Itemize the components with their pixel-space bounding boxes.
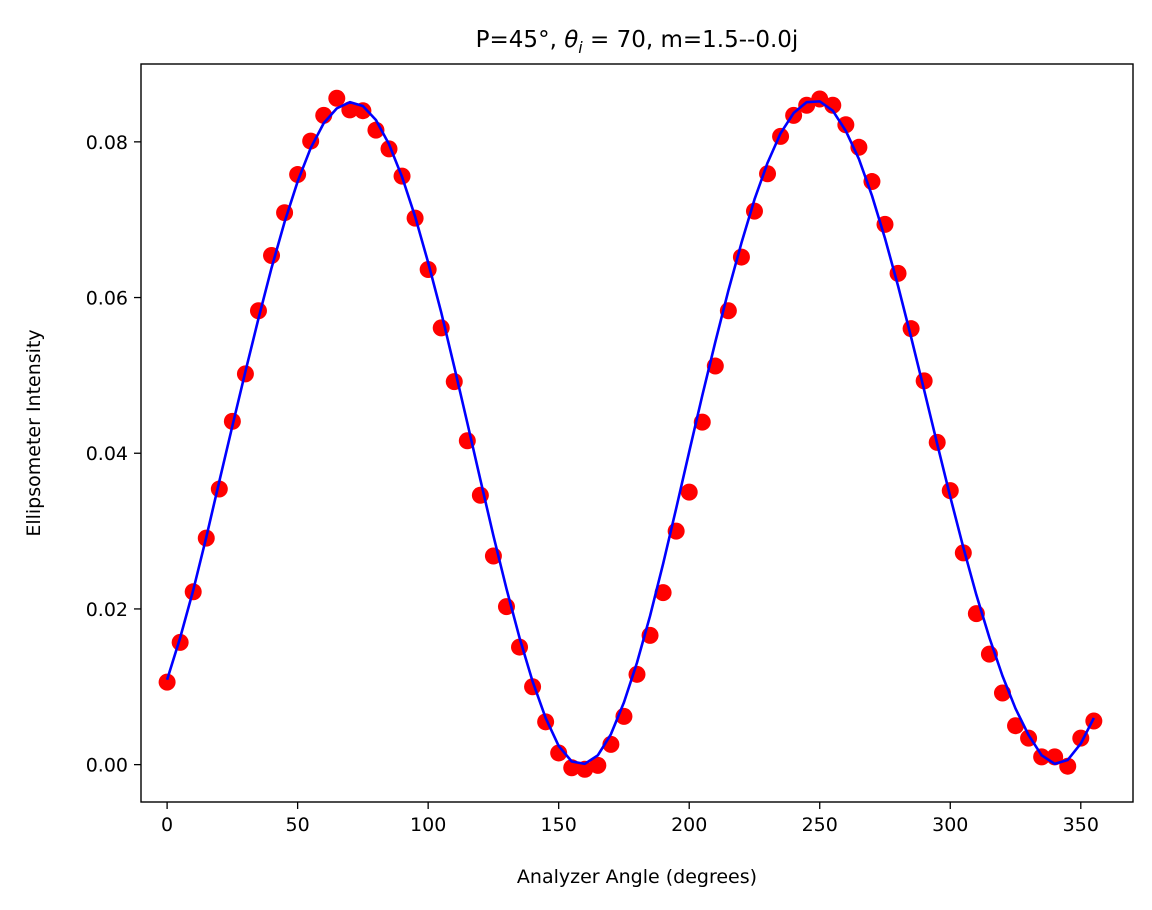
data-point [341, 101, 359, 119]
x-tick-label: 350 [1063, 814, 1099, 836]
fit-line [165, 100, 1095, 766]
y-tick-label: 0.06 [86, 288, 128, 310]
y-tick-label: 0.02 [86, 599, 128, 621]
data-point [589, 756, 607, 774]
y-tick-label: 0.08 [86, 132, 128, 154]
data-point [954, 544, 972, 562]
data-point [354, 102, 372, 120]
data-point [941, 482, 959, 500]
y-axis: 0.00 0.02 0.04 0.06 0.08 [86, 132, 141, 777]
data-point [550, 744, 568, 762]
x-axis: 0 50 100 150 200 250 300 350 [161, 802, 1099, 836]
x-tick-label: 50 [286, 814, 310, 836]
data-point [328, 89, 346, 107]
x-tick-label: 300 [932, 814, 968, 836]
data-point [1007, 717, 1025, 735]
series-layer [158, 89, 1103, 778]
data-point [654, 584, 672, 602]
data-point [210, 480, 228, 498]
x-tick-label: 250 [802, 814, 838, 836]
x-tick-label: 0 [161, 814, 173, 836]
x-axis-label: Analyzer Angle (degrees) [517, 866, 757, 888]
data-point [576, 760, 594, 778]
chart-title: P=45°, θi = 70, m=1.5--0.0j [476, 27, 799, 57]
y-tick-label: 0.00 [86, 755, 128, 777]
data-point [171, 633, 189, 651]
data-point [680, 483, 698, 501]
data-point [1033, 748, 1051, 766]
data-point [158, 673, 176, 691]
x-tick-label: 200 [671, 814, 707, 836]
x-tick-label: 100 [410, 814, 446, 836]
plot-frame [140, 63, 1134, 803]
data-point [837, 116, 855, 134]
data-point [824, 96, 842, 114]
y-axis-label: Ellipsometer Intensity [23, 329, 45, 536]
data-point [302, 132, 320, 150]
x-tick-label: 150 [541, 814, 577, 836]
y-tick-label: 0.04 [86, 443, 128, 465]
